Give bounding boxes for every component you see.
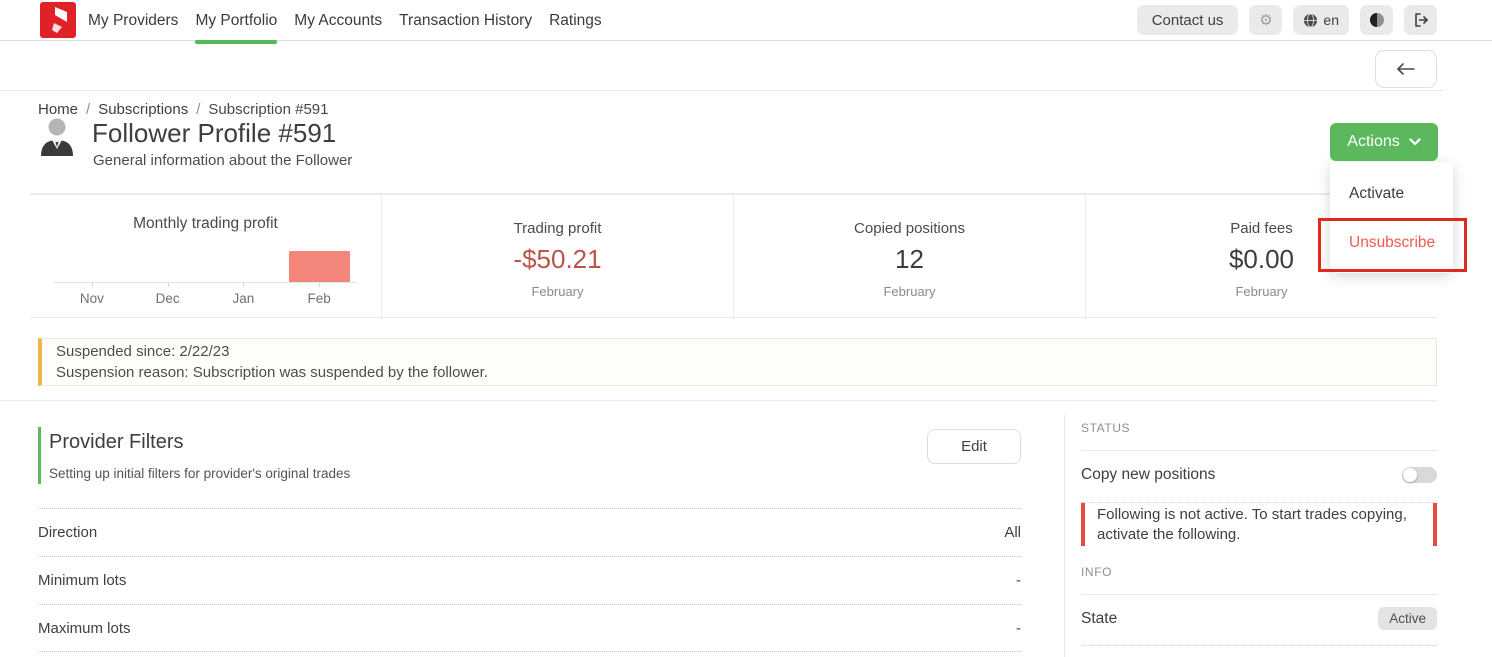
stat-period: February xyxy=(1235,284,1288,299)
main-nav: My Providers My Portfolio My Accounts Tr… xyxy=(88,0,602,44)
actions-button-label: Actions xyxy=(1347,133,1400,150)
copy-new-positions-row: Copy new positions xyxy=(1081,466,1437,484)
chevron-down-icon xyxy=(1409,138,1421,146)
stat-title: Trading profit xyxy=(513,220,602,237)
nav-item-my-accounts[interactable]: My Accounts xyxy=(294,11,383,29)
brand-logo-icon[interactable] xyxy=(40,2,76,38)
chart-plot xyxy=(54,243,357,283)
following-inactive-alert: Following is not active. To start trades… xyxy=(1081,503,1437,546)
breadcrumb-home-link[interactable]: Home xyxy=(38,101,79,118)
breadcrumb-subscriptions-link[interactable]: Subscriptions xyxy=(98,101,189,118)
suspension-warning-banner: Suspended since: 2/22/23 Suspension reas… xyxy=(38,338,1437,386)
nav-item-transaction-history[interactable]: Transaction History xyxy=(399,11,533,29)
contrast-icon xyxy=(1369,13,1384,27)
gear-icon: ⚙ xyxy=(1259,10,1273,29)
state-active-badge: Active xyxy=(1378,607,1437,630)
filter-value: All xyxy=(1004,524,1021,541)
alert-text: Following is not active. To start trades… xyxy=(1097,505,1407,543)
breadcrumb-separator: / xyxy=(86,101,91,118)
theme-toggle-button[interactable] xyxy=(1360,5,1393,35)
settings-button[interactable]: ⚙ xyxy=(1249,5,1283,35)
provider-filters-title: Provider Filters xyxy=(49,431,184,453)
top-navigation-bar: My Providers My Portfolio My Accounts Tr… xyxy=(0,0,1492,44)
globe-icon xyxy=(1304,12,1318,28)
actions-button[interactable]: Actions xyxy=(1330,123,1438,161)
filter-row-maximum-lots: Maximum lots - xyxy=(38,604,1021,652)
section-accent-bar xyxy=(38,427,41,484)
divider xyxy=(1081,450,1437,451)
stat-card-paid-fees: Paid fees $0.00 February xyxy=(1085,195,1437,317)
breadcrumb-separator: / xyxy=(196,101,201,118)
back-arrow-icon xyxy=(1397,63,1415,75)
copy-new-positions-label: Copy new positions xyxy=(1081,466,1216,483)
stat-value: $0.00 xyxy=(1228,244,1295,274)
edit-filters-button[interactable]: Edit xyxy=(927,429,1021,464)
chart-x-labels: Nov Dec Jan Feb xyxy=(54,283,357,309)
breadcrumb: Home / Subscriptions / Subscription #591 xyxy=(38,101,329,118)
stat-title: Copied positions xyxy=(854,220,965,237)
logout-icon xyxy=(1414,13,1428,27)
stat-card-copied-positions: Copied positions 12 February xyxy=(733,195,1085,317)
state-label: State xyxy=(1081,609,1118,627)
filter-label: Direction xyxy=(38,524,98,541)
stats-row: Monthly trading profit Nov Dec Jan Feb Trad… xyxy=(30,194,1437,318)
chart-x-label: Nov xyxy=(54,283,130,309)
chart-column xyxy=(281,251,357,282)
monthly-profit-chart: Monthly trading profit Nov Dec Jan Feb xyxy=(30,195,381,317)
follower-avatar xyxy=(41,118,73,156)
chart-x-label: Dec xyxy=(130,283,206,309)
divider xyxy=(1081,502,1437,503)
page-title: Follower Profile #591 xyxy=(92,118,337,148)
stat-period: February xyxy=(531,284,584,299)
topbar-actions: Contact us ⚙ en xyxy=(1136,5,1437,35)
column-divider xyxy=(1064,415,1065,657)
stat-title: Paid fees xyxy=(1230,220,1293,237)
nav-item-my-portfolio[interactable]: My Portfolio xyxy=(195,0,277,44)
breadcrumb-bar: Home / Subscriptions / Subscription #591 xyxy=(0,42,1443,118)
filter-rows: Direction All Minimum lots - Maximum lot… xyxy=(38,508,1021,652)
chart-x-label: Jan xyxy=(206,283,282,309)
chart-bar xyxy=(288,251,350,282)
actions-dropdown-menu: Activate Unsubscribe xyxy=(1330,162,1453,273)
toggle-knob xyxy=(1403,468,1417,482)
page-subtitle: General information about the Follower xyxy=(93,152,353,169)
filter-label: Maximum lots xyxy=(38,619,131,637)
filter-row-minimum-lots: Minimum lots - xyxy=(38,556,1021,604)
chart-title: Monthly trading profit xyxy=(133,215,278,232)
stat-value: 12 xyxy=(895,244,924,274)
language-label: en xyxy=(1323,12,1339,28)
menu-item-unsubscribe[interactable]: Unsubscribe xyxy=(1330,218,1453,267)
filter-value: - xyxy=(1016,572,1021,589)
chart-x-label: Feb xyxy=(281,283,357,309)
filter-label: Minimum lots xyxy=(38,572,127,589)
provider-filters-subtitle: Setting up initial filters for provider'… xyxy=(49,466,351,481)
language-button[interactable]: en xyxy=(1293,5,1349,35)
divider xyxy=(30,193,1437,194)
breadcrumb-current: Subscription #591 xyxy=(208,101,329,118)
stat-period: February xyxy=(883,284,936,299)
stat-card-trading-profit: Trading profit -$50.21 February xyxy=(381,195,733,317)
nav-item-my-providers[interactable]: My Providers xyxy=(88,11,179,29)
suspended-since-text: Suspended since: 2/22/23 xyxy=(56,343,230,360)
copy-new-positions-toggle[interactable] xyxy=(1402,467,1437,483)
divider xyxy=(1081,594,1437,595)
stat-value: -$50.21 xyxy=(513,244,602,274)
divider xyxy=(0,400,1437,401)
contact-us-button[interactable]: Contact us xyxy=(1136,5,1239,35)
filter-value: - xyxy=(1016,619,1021,637)
logout-button[interactable] xyxy=(1404,5,1437,35)
back-button[interactable] xyxy=(1375,50,1437,88)
status-section-header: STATUS xyxy=(1081,421,1131,435)
nav-item-ratings[interactable]: Ratings xyxy=(549,11,602,29)
divider xyxy=(1081,645,1437,646)
menu-item-activate[interactable]: Activate xyxy=(1330,169,1453,218)
state-row: State Active xyxy=(1081,607,1437,630)
info-section-header: INFO xyxy=(1081,565,1113,579)
suspension-reason-text: Suspension reason: Subscription was susp… xyxy=(56,364,488,381)
filter-row-direction: Direction All xyxy=(38,508,1021,556)
